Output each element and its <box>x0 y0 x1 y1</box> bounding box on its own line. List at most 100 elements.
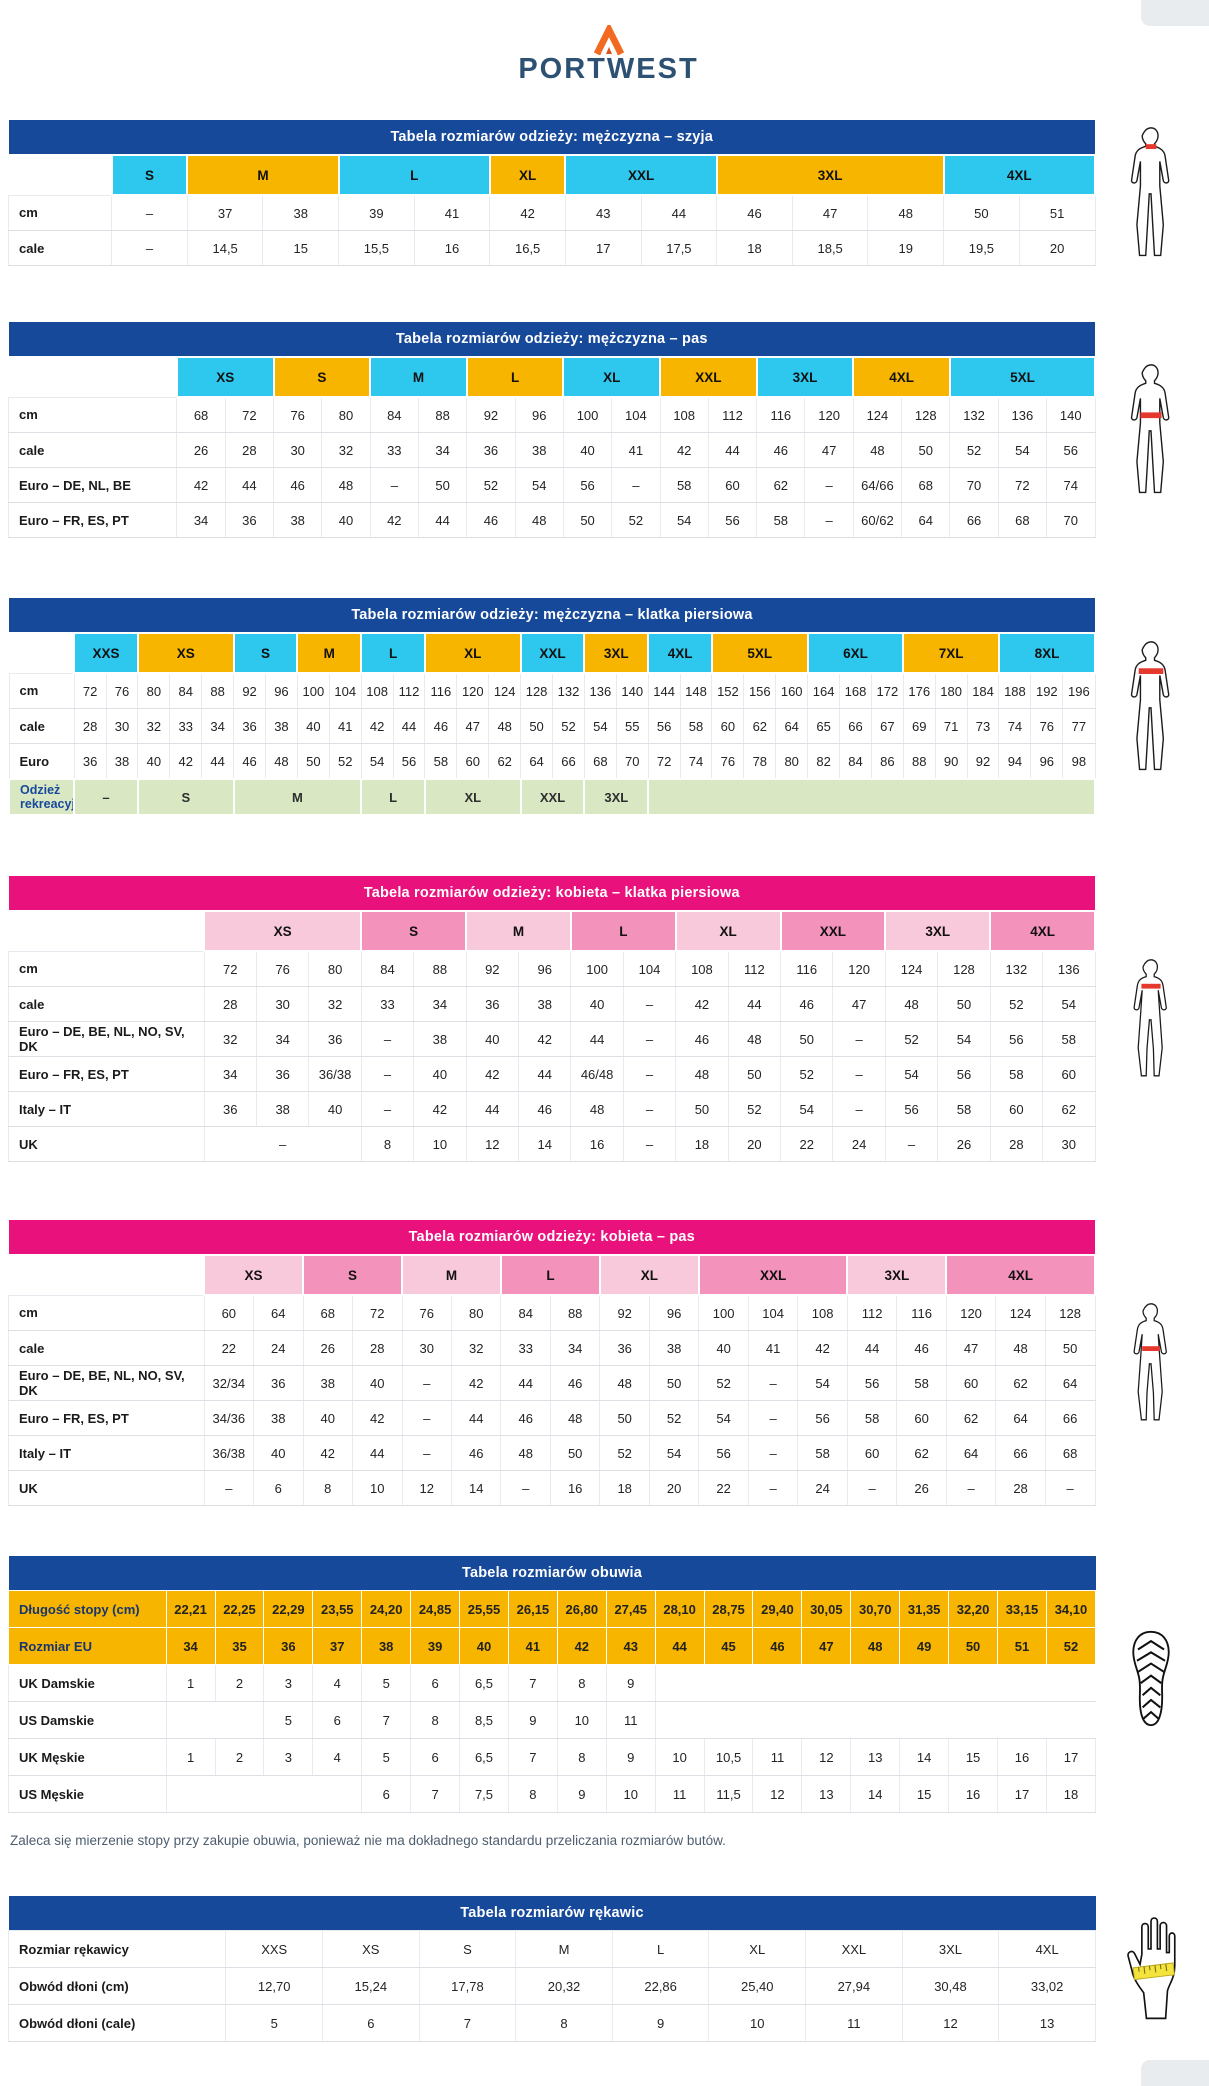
women_chest-value-cell: 42 <box>465 1056 520 1092</box>
women_waist-value-cell: 100 <box>698 1294 749 1331</box>
shoes-value-cell: 2 <box>214 1738 265 1776</box>
shoes-row: UK Damskie 1 2 3 4 5 6 6,5 7 8 9 <box>8 1664 1096 1702</box>
men_chest-value-cell: 78 <box>743 743 777 780</box>
women_chest-value-cell: 14 <box>517 1126 572 1162</box>
women_waist-value-cell: 112 <box>846 1294 898 1331</box>
women_waist-value-cell: 44 <box>352 1435 403 1471</box>
shoes-value-cell: 52 <box>1045 1627 1097 1665</box>
shoes-value-cell: 41 <box>507 1627 558 1665</box>
women_chest-value-cell: 22 <box>780 1126 834 1162</box>
men_waist-row-label: Euro – DE, NL, BE <box>7 467 178 503</box>
shoes-value-cell: 12 <box>752 1775 803 1813</box>
men_chest-value-cell: 136 <box>583 672 617 709</box>
section-men-neck: Tabela rozmiarów odzieży: mężczyzna – sz… <box>7 120 1209 266</box>
shoes-row: Rozmiar EU 34 35 36 37 38 39 40 41 42 43 44 45 46 47 48… <box>8 1627 1097 1665</box>
women_waist-value-cell: 62 <box>995 1365 1046 1401</box>
women_waist-value-cell: – <box>747 1435 799 1471</box>
men_waist-value-cell: 42 <box>369 502 419 538</box>
men_chest-row-label: Euro <box>8 743 75 780</box>
men_chest-size-band-l: L <box>360 632 426 674</box>
men_chest-value-cell: 30 <box>105 708 139 744</box>
shoes-row-label: US Męskie <box>8 1775 167 1813</box>
men_waist-value-cell: 46 <box>273 467 323 503</box>
shoes-row: US Męskie 6 7 7,5 8 9 10 11 11,5 12 13 14 15 16 17 18 <box>8 1775 1097 1813</box>
men_chest-size-band-xs: XS <box>136 632 235 674</box>
women_chest-value-cell: 48 <box>727 1021 782 1057</box>
women_waist-value-cell: 46 <box>896 1330 947 1366</box>
shoes-value-cell: 11 <box>654 1775 705 1813</box>
men_neck-value-cell: 19 <box>867 230 945 266</box>
women_chest-value-cell: 128 <box>937 950 991 987</box>
men_chest-value-cell: 64 <box>775 708 809 744</box>
men_neck-row: cm –37 38 39 41 42 43 44 46 47 48 50 51 <box>7 194 1096 231</box>
women_waist-value-cell: 32/34 <box>203 1365 255 1401</box>
women_waist-value-cell: 48 <box>500 1435 551 1471</box>
shoes-value-cell: 7 <box>507 1664 558 1702</box>
men_chest-value-cell: 192 <box>1030 672 1064 709</box>
men_waist-value-cell: 128 <box>901 396 951 433</box>
men_chest-value-cell: 88 <box>201 672 235 709</box>
women_waist-value-cell: 26 <box>302 1330 354 1366</box>
men_waist-value-cell: 54 <box>997 432 1048 468</box>
men_chest-value-cell: 160 <box>775 672 809 709</box>
men_chest-value-cell: 44 <box>201 743 235 780</box>
logo-text: PORTWEST <box>518 52 699 85</box>
men_chest-value-cell: 52 <box>328 743 362 780</box>
men_waist-value-cell: 56 <box>562 467 613 503</box>
women_chest-value-cell: – <box>832 1021 886 1057</box>
men_chest-value-cell: 50 <box>520 708 554 744</box>
women_chest-value-cell: 48 <box>884 986 939 1022</box>
women_waist-value-cell: 41 <box>747 1330 799 1366</box>
women_waist-value-cell: 104 <box>747 1294 799 1331</box>
men_waist-value-cell: 33 <box>369 432 419 468</box>
women_chest-row-label: cm <box>8 950 205 987</box>
women_waist-value-cell: 68 <box>302 1294 354 1331</box>
women_waist-corner-cell <box>8 1255 205 1295</box>
men_chest-value-cell: 96 <box>265 672 298 709</box>
men_neck-value-cell: 39 <box>338 194 415 231</box>
men_chest-value-cell: 164 <box>807 672 841 709</box>
shoes-value-cell: 4 <box>312 1664 363 1702</box>
men_chest-value-cell: S <box>136 778 235 816</box>
women_chest-corner-cell <box>8 911 205 951</box>
men_waist-row-label: cale <box>7 432 178 468</box>
women_chest-size-band-l: L <box>569 910 677 952</box>
men_waist-value-cell: 56 <box>707 502 758 538</box>
size-table-men-neck: Tabela rozmiarów odzieży: mężczyzna – sz… <box>7 120 1097 266</box>
women_waist-value-cell: 88 <box>549 1294 601 1331</box>
men_neck-value-cell: 38 <box>262 194 340 231</box>
shoes-value-cell <box>655 1701 1096 1739</box>
women_chest-value-cell: 46 <box>517 1091 572 1127</box>
women_chest-value-cell: 34 <box>255 1021 310 1057</box>
men_chest-value-cell: 40 <box>296 708 330 744</box>
men_neck-size-band-xl: XL <box>488 154 567 196</box>
men_waist-value-cell: 140 <box>1046 396 1096 433</box>
shoes-value-cell: 26,15 <box>507 1590 558 1628</box>
women_waist-value-cell: 44 <box>450 1400 502 1436</box>
women_chest-title: Tabela rozmiarów odzieży: kobieta – klat… <box>8 876 1095 911</box>
women_waist-row: Italy – IT 36/38 40 42 44–46 48 50 52 54 56–58 60 6… <box>8 1435 1096 1471</box>
women_waist-value-cell: 38 <box>253 1400 304 1436</box>
shoes-value-cell: 22,25 <box>214 1590 265 1628</box>
shoes-value-cell: 14 <box>850 1775 901 1813</box>
women_waist-value-cell: 108 <box>797 1294 848 1331</box>
men_neck-value-cell: 50 <box>943 194 1020 231</box>
corner-widget-top[interactable] <box>1141 0 1209 26</box>
men_waist-value-cell: 50 <box>901 432 951 468</box>
men_waist-value-cell: – <box>369 467 419 503</box>
women_waist-value-cell: 64 <box>945 1435 997 1471</box>
shoes-value-cell: 50 <box>948 1627 999 1665</box>
shoes-value-cell: 13 <box>801 1775 852 1813</box>
women_chest-value-cell: 38 <box>255 1091 310 1127</box>
women_chest-value-cell: 36 <box>255 1056 310 1092</box>
gloves-value-cell: 13 <box>998 2004 1096 2042</box>
men_neck-row-label: cm <box>7 194 113 231</box>
men_waist-value-cell: 108 <box>659 396 709 433</box>
gloves-value-cell: 9 <box>611 2004 710 2042</box>
women_waist-value-cell: 28 <box>995 1470 1046 1506</box>
corner-widget-bottom[interactable] <box>1141 2060 1209 2086</box>
men_chest-row-label: cm <box>8 672 75 709</box>
men_waist-value-cell: 68 <box>901 467 951 503</box>
men_waist-value-cell: 66 <box>949 502 999 538</box>
gloves-row-label: Obwód dłoni (cale) <box>7 2004 227 2042</box>
